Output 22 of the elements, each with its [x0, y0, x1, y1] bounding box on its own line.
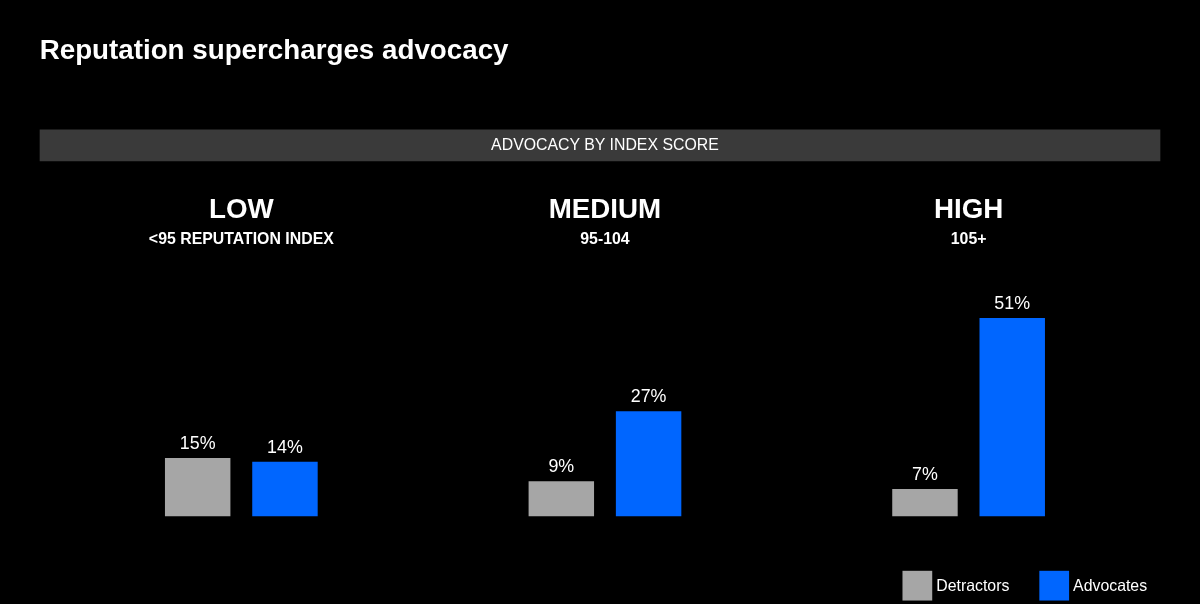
x-tick-label: MEDIUM	[548, 193, 662, 225]
data-label: 15%	[179, 432, 216, 453]
legend-label: Detractors	[936, 576, 1010, 594]
text: 95-104	[580, 229, 630, 247]
bar	[615, 411, 682, 517]
chart-subtitle: ADVOCACY BY INDEX SCORE	[491, 136, 719, 154]
text: 105+	[950, 229, 987, 247]
x-tick-label: HIGH	[933, 193, 1004, 225]
data-label: 27%	[630, 386, 667, 407]
bar	[979, 317, 1045, 517]
data-label: 7%	[912, 464, 938, 485]
x-tick-label: LOW	[208, 193, 275, 225]
chart-title: Reputation supercharges advocacy	[39, 34, 510, 66]
bar	[164, 457, 231, 517]
text: <95 REPUTATION INDEX	[148, 229, 335, 247]
bar	[528, 481, 595, 517]
legend-label: Advocates	[1073, 576, 1148, 594]
data-label: 9%	[548, 456, 575, 477]
data-label: 14%	[267, 436, 303, 457]
bar	[252, 461, 318, 517]
bar	[892, 489, 958, 517]
data-label: 51%	[994, 292, 1031, 313]
